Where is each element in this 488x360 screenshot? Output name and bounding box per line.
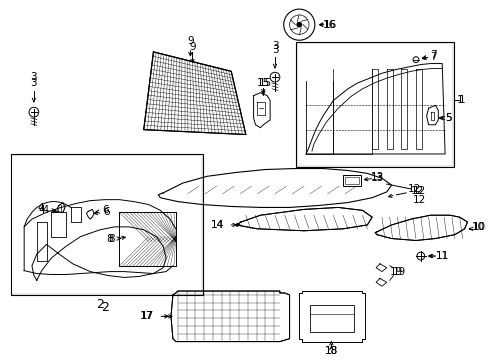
Text: 2: 2	[101, 301, 108, 314]
Text: 13: 13	[370, 173, 383, 183]
Text: 8: 8	[106, 234, 112, 244]
Text: 10: 10	[470, 222, 484, 232]
Text: 15: 15	[256, 78, 269, 88]
Bar	[296, 42, 453, 167]
Text: 19: 19	[392, 267, 405, 276]
Text: 15: 15	[258, 78, 271, 88]
Text: 12: 12	[410, 186, 424, 196]
Text: 12: 12	[412, 195, 426, 204]
Bar	[344, 177, 358, 184]
Text: 7: 7	[429, 52, 436, 62]
Text: 3: 3	[31, 78, 37, 88]
Text: 17: 17	[141, 311, 154, 321]
Text: 8: 8	[108, 234, 114, 244]
Text: 12: 12	[407, 184, 420, 194]
Bar	[13, 156, 201, 293]
Text: 3: 3	[31, 72, 37, 82]
Text: 1: 1	[455, 95, 462, 105]
Text: 14: 14	[211, 220, 224, 230]
Text: 14: 14	[211, 220, 224, 230]
Text: 18: 18	[324, 346, 337, 356]
Text: 10: 10	[472, 222, 486, 232]
Bar	[11, 154, 203, 295]
Text: 11: 11	[435, 251, 448, 261]
Text: 4: 4	[37, 203, 43, 213]
Text: 4: 4	[39, 205, 45, 215]
Text: 5: 5	[444, 113, 450, 123]
Text: 18: 18	[324, 346, 337, 356]
Bar	[298, 44, 451, 165]
Text: 4: 4	[42, 205, 48, 215]
Text: 6: 6	[102, 205, 109, 215]
Text: 2: 2	[96, 298, 104, 311]
Text: 1: 1	[457, 95, 464, 105]
Bar	[309, 305, 353, 332]
Text: 16: 16	[323, 20, 336, 30]
Bar	[343, 175, 360, 186]
Text: 7: 7	[429, 50, 436, 60]
Text: 9: 9	[187, 36, 193, 46]
Text: 16: 16	[322, 20, 335, 30]
Text: 11: 11	[435, 251, 448, 261]
Text: 6: 6	[102, 207, 109, 217]
Text: 9: 9	[189, 42, 195, 52]
Text: 19: 19	[389, 267, 402, 276]
Text: 3: 3	[271, 45, 278, 55]
Text: 3: 3	[271, 41, 278, 51]
Text: 17: 17	[140, 311, 153, 321]
Circle shape	[296, 22, 302, 28]
Text: 12: 12	[412, 186, 426, 196]
Text: 5: 5	[444, 113, 450, 123]
Text: 13: 13	[370, 172, 383, 182]
